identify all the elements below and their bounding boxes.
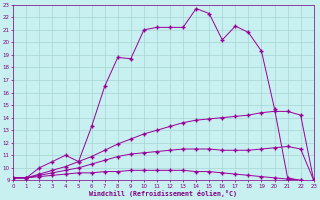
X-axis label: Windchill (Refroidissement éolien,°C): Windchill (Refroidissement éolien,°C) <box>90 190 237 197</box>
